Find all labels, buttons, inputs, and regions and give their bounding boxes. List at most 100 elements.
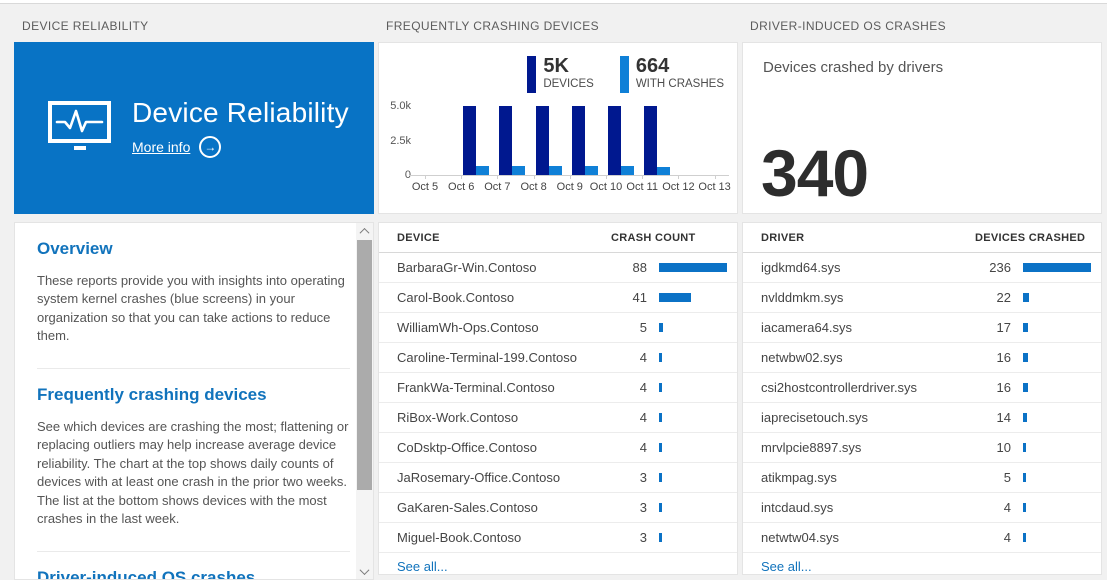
legend-value: 664 bbox=[635, 55, 670, 77]
value-bar bbox=[1023, 383, 1028, 392]
column-header-device-reliability: DEVICE RELIABILITY bbox=[22, 19, 149, 33]
value-bar-zone bbox=[659, 293, 727, 302]
x-axis-tick bbox=[642, 175, 644, 179]
devices-bar[interactable] bbox=[644, 106, 658, 175]
devices-bar[interactable] bbox=[499, 106, 513, 175]
row-value: 4 bbox=[639, 440, 647, 455]
table-row[interactable]: JaRosemary-Office.Contoso 3 bbox=[379, 463, 737, 493]
table-row[interactable]: Caroline-Terminal-199.Contoso 4 bbox=[379, 343, 737, 373]
bar-chart: 5.0k 2.5k 0 Oct 5 Oct 6 Oct 7 Oct 8 Oct 9 Oct 10… bbox=[379, 43, 737, 213]
with-crashes-bar[interactable] bbox=[621, 166, 634, 175]
row-value: 17 bbox=[996, 320, 1011, 335]
section-frequently-crashing-devices: Frequently crashing devices See which de… bbox=[37, 369, 350, 552]
table-row[interactable]: netwtw04.sys 4 bbox=[743, 523, 1101, 553]
scroll-up-button[interactable] bbox=[356, 223, 373, 239]
section-heading: Driver-induced OS crashes bbox=[37, 567, 256, 580]
row-name: atikmpag.sys bbox=[761, 470, 837, 485]
see-all-link[interactable]: See all... bbox=[397, 559, 448, 574]
table-row[interactable]: Miguel-Book.Contoso 3 bbox=[379, 523, 737, 553]
x-axis-line bbox=[409, 175, 729, 176]
with-crashes-bar[interactable] bbox=[512, 166, 526, 175]
legend-label: DEVICES bbox=[543, 78, 594, 90]
row-name: CoDsktp-Office.Contoso bbox=[397, 440, 537, 455]
value-bar-zone bbox=[1023, 533, 1091, 542]
value-bar-zone bbox=[659, 443, 727, 452]
devices-bar[interactable] bbox=[608, 106, 621, 175]
table-row[interactable]: Carol-Book.Contoso 41 bbox=[379, 283, 737, 313]
row-value: 4 bbox=[639, 410, 647, 425]
table-row[interactable]: netwbw02.sys 16 bbox=[743, 343, 1101, 373]
table-body: igdkmd64.sys 236 nvlddmkm.sys 22 iacamera64.… bbox=[743, 253, 1101, 553]
value-bar bbox=[1023, 533, 1026, 542]
arrow-right-circle-icon: → bbox=[199, 135, 222, 158]
table-row[interactable]: GaKaren-Sales.Contoso 3 bbox=[379, 493, 737, 523]
column-header-driver-induced-os-crashes: DRIVER-INDUCED OS CRASHES bbox=[750, 19, 947, 33]
value-bar-zone bbox=[659, 473, 727, 482]
table-row[interactable]: RiBox-Work.Contoso 4 bbox=[379, 403, 737, 433]
x-axis-tick bbox=[461, 175, 463, 179]
with-crashes-bar[interactable] bbox=[584, 166, 598, 175]
table-row[interactable]: mrvlpcie8897.sys 10 bbox=[743, 433, 1101, 463]
with-crashes-bar[interactable] bbox=[657, 167, 671, 175]
devices-bar[interactable] bbox=[571, 106, 585, 175]
value-bar-zone bbox=[1023, 353, 1091, 362]
with-crashes-bar[interactable] bbox=[548, 166, 562, 175]
table-row[interactable]: FrankWa-Terminal.Contoso 4 bbox=[379, 373, 737, 403]
top-border-strip bbox=[0, 0, 1107, 4]
table-row[interactable]: iacamera64.sys 17 bbox=[743, 313, 1101, 343]
table-row[interactable]: iaprecisetouch.sys 14 bbox=[743, 403, 1101, 433]
row-name: GaKaren-Sales.Contoso bbox=[397, 500, 538, 515]
row-value: 4 bbox=[639, 380, 647, 395]
table-row[interactable]: igdkmd64.sys 236 bbox=[743, 253, 1101, 283]
row-name: igdkmd64.sys bbox=[761, 260, 841, 275]
row-name: Miguel-Book.Contoso bbox=[397, 530, 522, 545]
table-body: BarbaraGr-Win.Contoso 88 Carol-Book.Contos… bbox=[379, 253, 737, 553]
devices-swatch-icon bbox=[527, 56, 537, 93]
value-bar bbox=[1023, 503, 1026, 512]
value-bar bbox=[1023, 413, 1027, 422]
value-bar bbox=[1023, 353, 1028, 362]
row-value: 3 bbox=[639, 470, 647, 485]
column-header-frequently-crashing-devices: FREQUENTLY CRASHING DEVICES bbox=[386, 19, 600, 33]
devices-bar[interactable] bbox=[463, 106, 477, 175]
table-row[interactable]: BarbaraGr-Win.Contoso 88 bbox=[379, 253, 737, 283]
with-crashes-bar[interactable] bbox=[476, 166, 490, 175]
devices-bar[interactable] bbox=[535, 106, 549, 175]
x-axis-label: Oct 11 bbox=[626, 181, 658, 193]
value-bar-zone bbox=[1023, 443, 1091, 452]
chevron-up-icon bbox=[359, 227, 370, 238]
table-row[interactable]: atikmpag.sys 5 bbox=[743, 463, 1101, 493]
value-bar bbox=[659, 443, 662, 452]
row-value: 22 bbox=[996, 290, 1011, 305]
row-value: 4 bbox=[1003, 500, 1011, 515]
value-bar-zone bbox=[1023, 293, 1091, 302]
value-bar bbox=[1023, 293, 1029, 302]
table-row[interactable]: nvlddmkm.sys 22 bbox=[743, 283, 1101, 313]
row-value: 14 bbox=[996, 410, 1011, 425]
drivers-table: DRIVER DEVICES CRASHED igdkmd64.sys 236 nv… bbox=[742, 222, 1102, 575]
legend-entry-with-crashes: 664 WITH CRASHES bbox=[619, 56, 724, 93]
more-info-link[interactable]: More info → bbox=[132, 135, 349, 158]
value-bar-zone bbox=[659, 263, 727, 272]
device-reliability-tile[interactable]: Device Reliability More info → bbox=[14, 42, 374, 214]
legend-entry-devices: 5K DEVICES bbox=[527, 56, 594, 93]
column-frequently-crashing-devices: FREQUENTLY CRASHING DEVICES 5.0k 2.5k 0 Oct… bbox=[378, 4, 738, 580]
see-all-link[interactable]: See all... bbox=[761, 559, 812, 574]
table-row[interactable]: csi2hostcontrollerdriver.sys 16 bbox=[743, 373, 1101, 403]
legend-texts: 664 WITH CRASHES bbox=[636, 56, 724, 93]
scrollbar-thumb[interactable] bbox=[357, 240, 372, 490]
value-bar-zone bbox=[1023, 503, 1091, 512]
x-axis-label: Oct 12 bbox=[662, 181, 695, 193]
panel-scrollbar[interactable] bbox=[356, 223, 373, 579]
legend-texts: 5K DEVICES bbox=[543, 56, 594, 93]
value-bar bbox=[659, 413, 662, 422]
x-axis-label: Oct 6 bbox=[448, 181, 475, 193]
legend-value: 5K bbox=[543, 55, 569, 77]
table-row[interactable]: WilliamWh-Ops.Contoso 5 bbox=[379, 313, 737, 343]
scroll-down-button[interactable] bbox=[356, 563, 373, 579]
table-row[interactable]: CoDsktp-Office.Contoso 4 bbox=[379, 433, 737, 463]
section-body: See which devices are crashing the most;… bbox=[37, 418, 349, 527]
devices-table: DEVICE CRASH COUNT BarbaraGr-Win.Contoso… bbox=[378, 222, 738, 575]
value-bar-zone bbox=[1023, 473, 1091, 482]
table-row[interactable]: intcdaud.sys 4 bbox=[743, 493, 1101, 523]
